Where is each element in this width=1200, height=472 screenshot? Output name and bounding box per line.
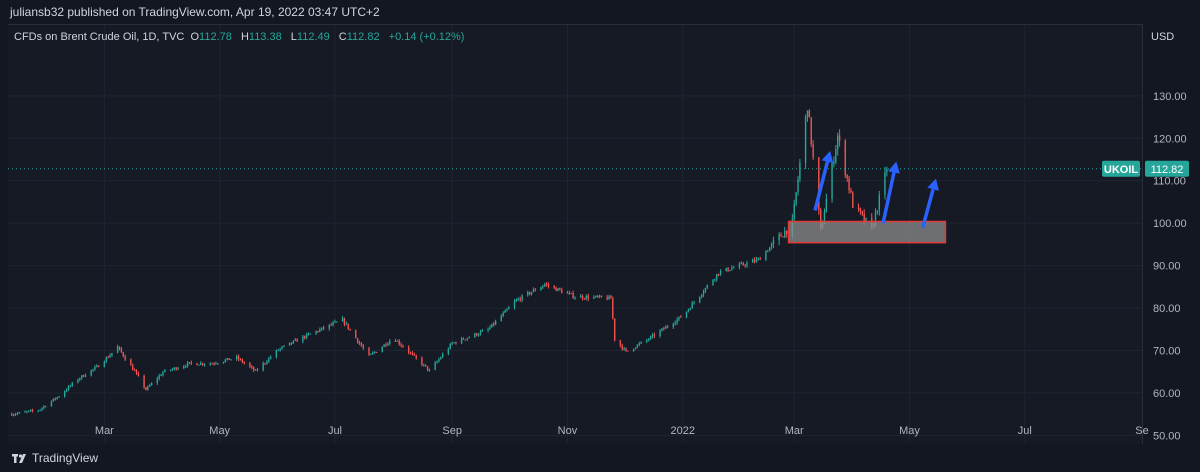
chart-legend: CFDs on Brent Crude Oil, 1D, TVC O112.78… — [14, 31, 464, 43]
change-value: +0.14 (+0.12%) — [388, 31, 465, 43]
chart-area[interactable] — [8, 24, 1142, 446]
low-label: L — [290, 31, 297, 43]
high-label: H — [240, 31, 249, 43]
tradingview-brand[interactable]: TradingView — [12, 451, 98, 465]
close-value: 112.82 — [346, 31, 380, 43]
open-value: 112.78 — [199, 31, 232, 43]
publisher-text: juliansb32 published on TradingView.com,… — [10, 5, 380, 19]
low-value: 112.49 — [296, 31, 330, 43]
close-label: C — [338, 31, 347, 43]
price-axis[interactable] — [1142, 24, 1200, 444]
instrument-name: CFDs on Brent Crude Oil, 1D, TVC — [14, 31, 185, 43]
tradingview-logo-icon — [12, 453, 26, 463]
open-label: O — [190, 31, 200, 43]
top-bar — [0, 0, 1200, 24]
bottom-bar — [0, 444, 1200, 472]
high-value: 113.38 — [248, 31, 282, 43]
brand-name: TradingView — [32, 451, 99, 465]
currency-label[interactable]: USD — [1151, 31, 1175, 43]
